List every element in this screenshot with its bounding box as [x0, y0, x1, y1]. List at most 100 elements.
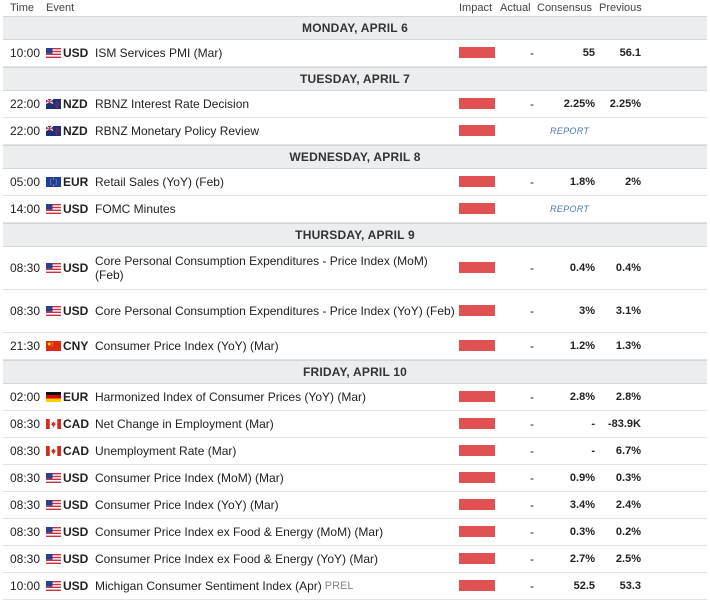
- event-row[interactable]: 10:00 USD ISM Services PMI (Mar) - 55 56.1: [3, 40, 707, 67]
- event-title[interactable]: Consumer Price Index ex Food & Energy (M…: [95, 519, 455, 545]
- economic-calendar: Time Event Impact Actual Consensus Previ…: [3, 0, 707, 600]
- event-actual: -: [530, 46, 534, 60]
- event-row[interactable]: 22:00 NZD RBNZ Monetary Policy Review REPOR…: [3, 118, 707, 145]
- event-title[interactable]: Net Change in Employment (Mar): [95, 411, 455, 437]
- report-link[interactable]: REPORT: [550, 126, 590, 136]
- event-row[interactable]: 14:00 USD FOMC Minutes REPORT: [3, 196, 707, 223]
- event-consensus: 0.4%: [569, 262, 595, 274]
- header-event: Event: [46, 2, 75, 14]
- event-title[interactable]: ISM Services PMI (Mar): [95, 40, 455, 66]
- event-name: Core Personal Consumption Expenditures -…: [95, 304, 455, 318]
- event-currency: EUR: [63, 390, 89, 404]
- event-time: 10:00: [10, 579, 41, 593]
- day-header: MONDAY, APRIL 6: [3, 16, 707, 40]
- event-actual: -: [530, 498, 534, 512]
- event-row[interactable]: 02:00 EUR Harmonized Index of Consumer Pri…: [3, 384, 707, 411]
- event-title[interactable]: RBNZ Monetary Policy Review: [95, 118, 455, 144]
- event-consensus: -: [591, 445, 595, 457]
- impact-high-bar: [459, 472, 495, 483]
- event-title[interactable]: Michigan Consumer Sentiment Index (Apr) P…: [95, 573, 455, 599]
- event-title[interactable]: Consumer Price Index ex Food & Energy (Y…: [95, 546, 455, 572]
- event-consensus: 1.2%: [569, 340, 595, 352]
- column-header: Time Event Impact Actual Consensus Previ…: [3, 0, 707, 16]
- event-actual: -: [530, 175, 534, 189]
- de-flag-icon: [46, 392, 61, 402]
- event-row[interactable]: 21:30 CNY Consumer Price Index (YoY) (Mar)…: [3, 333, 707, 360]
- event-row[interactable]: 08:30 CAD Unemployment Rate (Mar) - - 6.7%: [3, 438, 707, 465]
- event-time: 08:30: [10, 444, 41, 458]
- event-row[interactable]: 08:30 USD Consumer Price Index (MoM) (Mar)…: [3, 465, 707, 492]
- event-previous: 56.1: [619, 47, 641, 59]
- impact-high-bar: [459, 176, 495, 187]
- event-title[interactable]: Harmonized Index of Consumer Prices (YoY…: [95, 384, 455, 410]
- event-title[interactable]: RBNZ Interest Rate Decision: [95, 91, 455, 117]
- event-title[interactable]: Unemployment Rate (Mar): [95, 438, 455, 464]
- event-consensus: 0.3%: [569, 526, 595, 538]
- event-previous: 2.5%: [615, 553, 641, 565]
- impact-high-bar: [459, 340, 495, 351]
- event-title[interactable]: Consumer Price Index (YoY) (Mar): [95, 492, 455, 518]
- event-row[interactable]: 05:00 EUR Retail Sales (YoY) (Feb) - 1.8% 2%: [3, 169, 707, 196]
- day-header: THURSDAY, APRIL 9: [3, 223, 707, 247]
- event-time: 08:30: [10, 552, 41, 566]
- event-name: Consumer Price Index (YoY) (Mar): [95, 339, 279, 353]
- impact-high-bar: [459, 580, 495, 591]
- event-previous: 3.1%: [615, 305, 641, 317]
- us-flag-icon: [46, 48, 61, 58]
- event-row[interactable]: 10:00 USD Michigan Consumer Sentiment Inde…: [3, 573, 707, 600]
- event-previous: 1.3%: [615, 340, 641, 352]
- header-previous: Previous: [599, 2, 642, 14]
- event-time: 14:00: [10, 202, 41, 216]
- event-currency: USD: [63, 46, 89, 60]
- event-row[interactable]: 08:30 USD Core Personal Consumption Expend…: [3, 247, 707, 290]
- event-title[interactable]: Consumer Price Index (YoY) (Mar): [95, 333, 455, 359]
- event-time: 08:30: [10, 471, 41, 485]
- event-row[interactable]: 08:30 USD Consumer Price Index (YoY) (Mar)…: [3, 492, 707, 519]
- event-currency: EUR: [63, 175, 89, 189]
- event-row[interactable]: 08:30 USD Core Personal Consumption Expend…: [3, 290, 707, 333]
- nz-flag-icon: [46, 99, 61, 109]
- event-time: 22:00: [10, 124, 41, 138]
- event-previous: 2.25%: [609, 98, 641, 110]
- event-time: 08:30: [10, 417, 41, 431]
- impact-high-bar: [459, 305, 495, 316]
- event-row[interactable]: 08:30 USD Consumer Price Index ex Food & E…: [3, 546, 707, 573]
- header-time: Time: [10, 2, 35, 14]
- event-consensus: 2.8%: [569, 391, 595, 403]
- day-header: WEDNESDAY, APRIL 8: [3, 145, 707, 169]
- cn-flag-icon: [46, 341, 61, 351]
- day-header: TUESDAY, APRIL 7: [3, 67, 707, 91]
- event-consensus: 3%: [579, 305, 595, 317]
- event-previous: 0.2%: [615, 526, 641, 538]
- event-title[interactable]: Core Personal Consumption Expenditures -…: [95, 290, 455, 332]
- event-title[interactable]: FOMC Minutes: [95, 196, 455, 222]
- event-title[interactable]: Consumer Price Index (MoM) (Mar): [95, 465, 455, 491]
- event-time: 21:30: [10, 339, 41, 353]
- event-consensus: 2.7%: [569, 553, 595, 565]
- event-row[interactable]: 22:00 NZD RBNZ Interest Rate Decision - 2.25…: [3, 91, 707, 118]
- preliminary-tag: PREL: [324, 580, 354, 592]
- day-header: FRIDAY, APRIL 10: [3, 360, 707, 384]
- impact-high-bar: [459, 125, 495, 136]
- event-name: Harmonized Index of Consumer Prices (YoY…: [95, 390, 366, 404]
- ca-flag-icon: [46, 446, 61, 456]
- ca-flag-icon: [46, 419, 61, 429]
- event-row[interactable]: 08:30 CAD Net Change in Employment (Mar) - -…: [3, 411, 707, 438]
- event-name: Consumer Price Index (YoY) (Mar): [95, 498, 279, 512]
- event-currency: NZD: [63, 124, 88, 138]
- impact-high-bar: [459, 418, 495, 429]
- report-link[interactable]: REPORT: [550, 204, 590, 214]
- event-row[interactable]: 08:30 USD Consumer Price Index ex Food & E…: [3, 519, 707, 546]
- event-consensus: 0.9%: [569, 472, 595, 484]
- event-actual: -: [530, 390, 534, 404]
- event-title[interactable]: Core Personal Consumption Expenditures -…: [95, 247, 455, 289]
- event-consensus: 1.8%: [569, 176, 595, 188]
- event-consensus: 2.25%: [563, 98, 595, 110]
- event-consensus: 52.5: [573, 580, 595, 592]
- event-actual: -: [530, 552, 534, 566]
- us-flag-icon: [46, 554, 61, 564]
- impact-high-bar: [459, 445, 495, 456]
- event-title[interactable]: Retail Sales (YoY) (Feb): [95, 169, 455, 195]
- event-name: RBNZ Interest Rate Decision: [95, 97, 250, 111]
- event-consensus: -: [591, 418, 595, 430]
